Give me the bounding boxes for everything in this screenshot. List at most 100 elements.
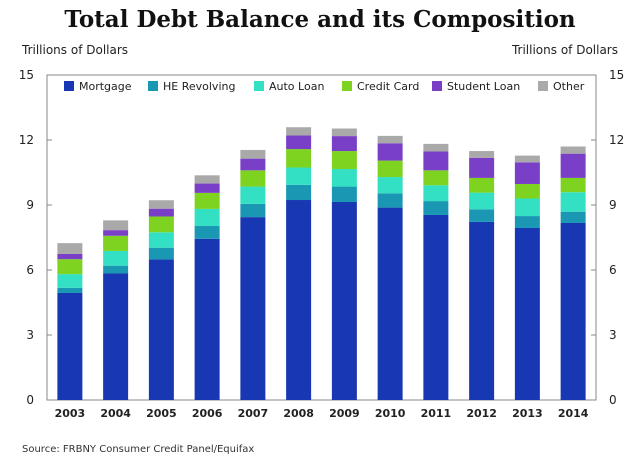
bar-segment-credit-card — [469, 177, 495, 193]
y-axis-label-left: Trillions of Dollars — [22, 43, 129, 57]
x-tick-label: 2011 — [421, 407, 452, 420]
x-tick-label: 2003 — [55, 407, 86, 420]
bar-segment-mortgage — [560, 222, 586, 400]
bar-segment-he-revolving — [331, 186, 357, 202]
bar-segment-auto-loan — [286, 167, 312, 185]
bar-segment-student-loan — [560, 153, 586, 178]
x-tick-label: 2005 — [146, 407, 177, 420]
bar-segment-he-revolving — [57, 287, 83, 293]
y-tick-label-left: 3 — [26, 328, 34, 342]
bar-segment-student-loan — [514, 162, 540, 184]
bar-segment-other — [57, 243, 83, 254]
x-tick-label: 2004 — [100, 407, 131, 420]
legend-swatch — [148, 81, 158, 91]
y-tick-label-right: 12 — [609, 133, 624, 147]
bar-segment-mortgage — [240, 217, 266, 400]
bar-segment-mortgage — [57, 292, 83, 400]
bar-segment-student-loan — [240, 158, 266, 171]
bar-segment-he-revolving — [377, 193, 403, 208]
y-tick-label-left: 12 — [19, 133, 34, 147]
legend-label: Auto Loan — [269, 80, 324, 93]
bar-segment-credit-card — [286, 149, 312, 168]
bar-segment-he-revolving — [469, 209, 495, 222]
bar-segment-other — [331, 128, 357, 137]
x-tick-label: 2010 — [375, 407, 406, 420]
bar-segment-mortgage — [286, 200, 312, 400]
bar-segment-student-loan — [286, 135, 312, 150]
y-tick-label-right: 6 — [609, 263, 617, 277]
bar-segment-auto-loan — [57, 274, 83, 288]
bar-segment-auto-loan — [560, 192, 586, 212]
legend-label: Mortgage — [79, 80, 132, 93]
bar-segment-credit-card — [514, 183, 540, 199]
y-tick-label-left: 9 — [26, 198, 34, 212]
x-tick-label: 2007 — [238, 407, 269, 420]
bar-segment-auto-loan — [194, 208, 220, 227]
bar-segment-other — [514, 155, 540, 163]
bar-segment-student-loan — [103, 230, 129, 236]
bar-segment-student-loan — [194, 183, 220, 193]
bar-segment-other — [240, 149, 266, 159]
bar-segment-other — [286, 127, 312, 136]
bar-segment-mortgage — [423, 214, 449, 400]
bar-segment-mortgage — [103, 273, 129, 400]
bar-segment-credit-card — [103, 235, 129, 251]
bar-segment-credit-card — [423, 170, 449, 186]
legend-label: Other — [553, 80, 585, 93]
legend-swatch — [432, 81, 442, 91]
bar-segment-student-loan — [423, 151, 449, 171]
bar-segment-credit-card — [240, 170, 266, 187]
bar-segment-auto-loan — [423, 185, 449, 202]
bar-segment-mortgage — [194, 238, 220, 400]
bar-segment-auto-loan — [240, 186, 266, 204]
y-tick-label-left: 6 — [26, 263, 34, 277]
x-tick-label: 2006 — [192, 407, 223, 420]
bar-segment-credit-card — [148, 216, 174, 233]
bar-segment-he-revolving — [240, 203, 266, 218]
bar-segment-auto-loan — [331, 169, 357, 187]
bar-segment-mortgage — [377, 207, 403, 400]
bar-segment-other — [469, 151, 495, 158]
y-tick-label-right: 9 — [609, 198, 617, 212]
bar-segment-other — [103, 220, 129, 231]
y-tick-label-right: 0 — [609, 393, 617, 407]
bar-segment-student-loan — [331, 136, 357, 152]
x-tick-label: 2013 — [512, 407, 543, 420]
bar-segment-he-revolving — [194, 226, 220, 239]
x-tick-label: 2012 — [466, 407, 497, 420]
bar-segment-other — [377, 135, 403, 144]
y-tick-label-left: 0 — [26, 393, 34, 407]
bar-segment-auto-loan — [377, 177, 403, 194]
bar-segment-mortgage — [514, 227, 540, 400]
bar-segment-student-loan — [57, 253, 83, 260]
legend-swatch — [254, 81, 264, 91]
bar-segment-student-loan — [377, 143, 403, 161]
bar-segment-auto-loan — [148, 232, 174, 248]
y-axis-label-right: Trillions of Dollars — [511, 43, 618, 57]
y-tick-label-right: 3 — [609, 328, 617, 342]
bar-segment-student-loan — [148, 208, 174, 217]
legend-label: HE Revolving — [163, 80, 235, 93]
bar-segment-credit-card — [57, 259, 83, 275]
bar-segment-other — [148, 200, 174, 209]
legend-swatch — [342, 81, 352, 91]
y-tick-label-left: 15 — [19, 68, 34, 82]
x-tick-label: 2008 — [283, 407, 314, 420]
x-tick-label: 2014 — [558, 407, 589, 420]
source-note: Source: FRBNY Consumer Credit Panel/Equi… — [22, 444, 255, 455]
legend-swatch — [64, 81, 74, 91]
y-tick-label-right: 15 — [609, 68, 624, 82]
bar-segment-auto-loan — [103, 250, 129, 266]
legend-label: Credit Card — [357, 80, 419, 93]
bar-segment-he-revolving — [514, 216, 540, 228]
bar-segment-credit-card — [560, 177, 586, 193]
bar-segment-mortgage — [469, 221, 495, 400]
chart-title: Total Debt Balance and its Composition — [64, 6, 576, 33]
bar-segment-auto-loan — [469, 192, 495, 210]
bar-segment-credit-card — [194, 192, 220, 209]
bar-segment-mortgage — [331, 201, 357, 400]
bar-segment-other — [194, 175, 220, 184]
bar-segment-he-revolving — [103, 265, 129, 274]
bar-segment-credit-card — [331, 151, 357, 170]
